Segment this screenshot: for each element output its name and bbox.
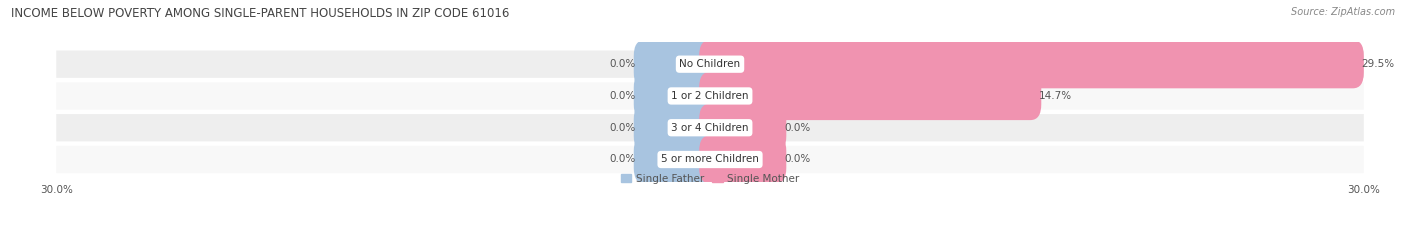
FancyBboxPatch shape xyxy=(56,146,1364,173)
FancyBboxPatch shape xyxy=(56,51,1364,78)
Text: INCOME BELOW POVERTY AMONG SINGLE-PARENT HOUSEHOLDS IN ZIP CODE 61016: INCOME BELOW POVERTY AMONG SINGLE-PARENT… xyxy=(11,7,509,20)
Legend: Single Father, Single Mother: Single Father, Single Mother xyxy=(617,169,803,188)
Text: 0.0%: 0.0% xyxy=(785,123,810,133)
FancyBboxPatch shape xyxy=(699,104,786,152)
Text: 1 or 2 Children: 1 or 2 Children xyxy=(671,91,749,101)
FancyBboxPatch shape xyxy=(699,40,1364,88)
FancyBboxPatch shape xyxy=(634,72,721,120)
Text: No Children: No Children xyxy=(679,59,741,69)
FancyBboxPatch shape xyxy=(56,82,1364,110)
Text: 0.0%: 0.0% xyxy=(610,154,636,164)
FancyBboxPatch shape xyxy=(634,135,721,184)
FancyBboxPatch shape xyxy=(634,40,721,88)
Text: 0.0%: 0.0% xyxy=(610,91,636,101)
FancyBboxPatch shape xyxy=(634,104,721,152)
Text: 0.0%: 0.0% xyxy=(610,59,636,69)
Text: 14.7%: 14.7% xyxy=(1039,91,1073,101)
Text: 3 or 4 Children: 3 or 4 Children xyxy=(671,123,749,133)
Text: 29.5%: 29.5% xyxy=(1361,59,1395,69)
FancyBboxPatch shape xyxy=(699,72,1042,120)
Text: Source: ZipAtlas.com: Source: ZipAtlas.com xyxy=(1291,7,1395,17)
FancyBboxPatch shape xyxy=(56,114,1364,141)
Text: 5 or more Children: 5 or more Children xyxy=(661,154,759,164)
FancyBboxPatch shape xyxy=(699,135,786,184)
Text: 0.0%: 0.0% xyxy=(785,154,810,164)
Text: 0.0%: 0.0% xyxy=(610,123,636,133)
